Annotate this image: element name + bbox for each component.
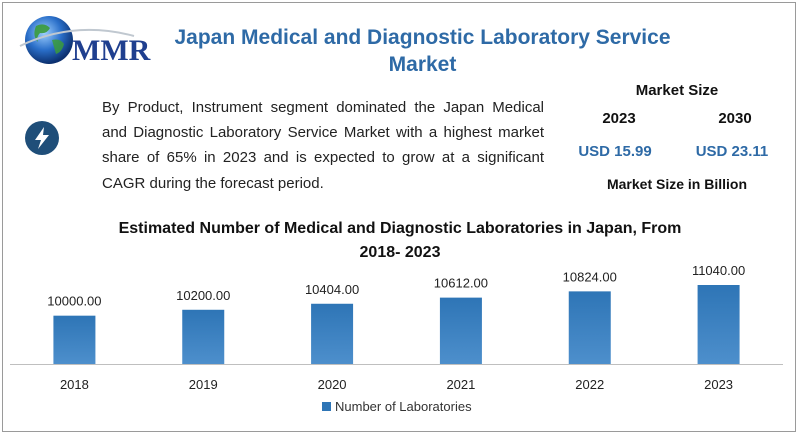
logo-text: MMR bbox=[72, 34, 151, 67]
infographic-frame bbox=[2, 2, 796, 432]
data-label-2021: 10612.00 bbox=[434, 276, 488, 291]
data-label-2019: 10200.00 bbox=[176, 288, 230, 303]
x-tick-2018: 2018 bbox=[60, 377, 89, 392]
chart-title-line1: Estimated Number of Medical and Diagnost… bbox=[118, 220, 682, 237]
x-tick-2022: 2022 bbox=[575, 377, 604, 392]
bar-2020 bbox=[311, 303, 354, 364]
bar-2018 bbox=[53, 315, 96, 364]
lightning-icon bbox=[25, 121, 59, 155]
market-size-year-2030: 2030 bbox=[718, 110, 752, 127]
x-tick-2023: 2023 bbox=[704, 377, 733, 392]
data-label-2018: 10000.00 bbox=[47, 294, 101, 309]
bar-2021 bbox=[439, 297, 482, 364]
chart-title-line2: 2018- 2023 bbox=[359, 244, 441, 261]
market-size-value-2023: USD 15.99 bbox=[578, 143, 652, 160]
page-title: Japan Medical and Diagnostic Laboratory … bbox=[165, 24, 680, 78]
x-tick-2020: 2020 bbox=[318, 377, 347, 392]
bar-2022 bbox=[568, 291, 611, 364]
market-size-value-2030: USD 23.11 bbox=[695, 143, 769, 160]
legend-swatch bbox=[322, 402, 331, 411]
market-size-note: Market Size in Billion bbox=[606, 176, 748, 192]
legend-label: Number of Laboratories bbox=[335, 399, 472, 414]
page-title-line1: Japan Medical and Diagnostic Laboratory … bbox=[174, 26, 671, 49]
x-tick-2021: 2021 bbox=[446, 377, 475, 392]
bar-2019 bbox=[182, 309, 225, 364]
summary-text: By Product, Instrument segment dominated… bbox=[102, 99, 544, 192]
x-tick-2019: 2019 bbox=[189, 377, 218, 392]
page-title-line2: Market bbox=[388, 53, 457, 76]
market-size-year-2023: 2023 bbox=[602, 110, 636, 127]
data-label-2022: 10824.00 bbox=[563, 269, 617, 284]
bar-2023 bbox=[697, 285, 740, 364]
market-size-title: Market Size bbox=[635, 82, 719, 99]
mmr-logo: MMR bbox=[19, 16, 151, 67]
data-label-2020: 10404.00 bbox=[305, 282, 359, 297]
chart-title: Estimated Number of Medical and Diagnost… bbox=[110, 217, 690, 265]
data-label-2023: 11040.00 bbox=[692, 263, 745, 278]
